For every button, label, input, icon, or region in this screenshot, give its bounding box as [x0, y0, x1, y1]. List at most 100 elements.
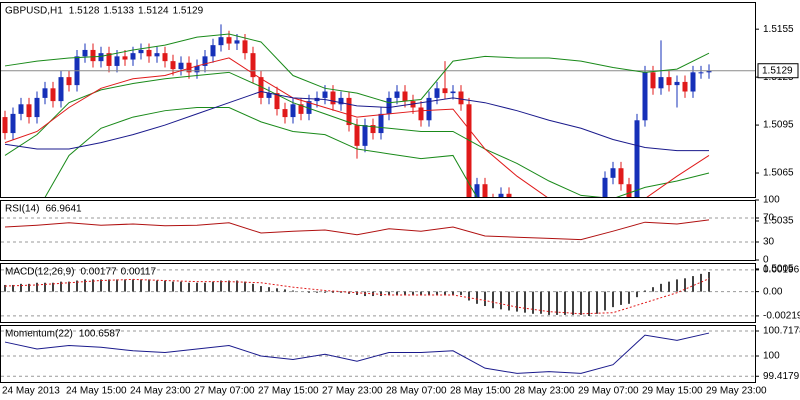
candle-body — [338, 97, 344, 105]
y-tick-label: 70 — [763, 213, 775, 224]
candle-body — [642, 72, 648, 121]
panel-frame — [0, 263, 756, 323]
y-tick-label: 1.5035 — [763, 216, 794, 227]
panel-frame — [0, 200, 756, 261]
candle-body — [242, 40, 248, 54]
candle-body — [98, 53, 104, 62]
x-tick-label: 27 May 15:00 — [258, 386, 319, 397]
x-tick-label: 28 May 23:00 — [514, 386, 575, 397]
panel-title: RSI(14) — [5, 204, 39, 215]
candle-body — [434, 88, 440, 98]
indicator-line — [4, 278, 710, 315]
candle-body — [298, 104, 304, 114]
candle-body — [626, 184, 632, 197]
candle-body — [114, 56, 120, 66]
candle-body — [682, 81, 688, 92]
candle-body — [571, 226, 576, 232]
candle-body — [595, 205, 600, 258]
y-tick-label: 100.7178 — [763, 326, 800, 337]
candle-body — [186, 62, 192, 73]
candle-body — [178, 62, 184, 70]
candle-body — [482, 184, 488, 197]
y-tick-label: 1.5095 — [763, 120, 794, 131]
panel-plot — [1, 24, 755, 258]
x-tick-label: 27 May 07:00 — [194, 386, 255, 397]
x-tick-label: 28 May 07:00 — [386, 386, 447, 397]
candle-body — [202, 56, 208, 66]
x-tick-label: 24 May 23:00 — [130, 386, 191, 397]
panel-plot — [1, 217, 755, 243]
last-price-box — [757, 63, 799, 79]
panel-title: MACD(12,26,9) — [5, 267, 74, 278]
candle-body — [650, 72, 656, 89]
ohlc-value: 1.5128 — [69, 6, 100, 17]
candle-body — [386, 97, 392, 114]
candle-body — [706, 70, 712, 73]
candle-body — [531, 221, 536, 229]
candle-body — [587, 245, 592, 258]
panel-frame — [0, 325, 756, 383]
candle-body — [539, 221, 544, 232]
candle-body — [58, 77, 64, 102]
indicator-line — [4, 33, 710, 104]
y-tick-label: 100 — [763, 351, 780, 362]
indicator-line — [4, 90, 709, 152]
panel-title: Momentum(22) — [5, 329, 73, 340]
candle-body — [450, 91, 456, 94]
candle-body — [346, 97, 352, 126]
y-tick-label: 1.5065 — [763, 168, 794, 179]
candle-body — [370, 125, 376, 134]
x-tick-label: 29 May 23:00 — [706, 386, 767, 397]
y-tick-label: 30 — [763, 237, 775, 248]
indicator-line — [44, 106, 478, 197]
panel-plot — [1, 269, 755, 317]
candle-body — [418, 107, 424, 121]
candle-body — [491, 200, 496, 213]
ohlc-value: 1.5124 — [138, 6, 169, 17]
candle-body — [42, 88, 48, 98]
candle-body — [82, 49, 88, 57]
candle-body — [690, 72, 696, 92]
indicator-line — [4, 57, 710, 197]
indicator-value: 66.9641 — [45, 204, 82, 215]
y-tick-label: 1.5005 — [763, 264, 794, 275]
candle-body — [170, 61, 176, 70]
candle-body — [322, 91, 328, 98]
candle-body — [634, 120, 640, 197]
x-tick-label: 29 May 15:00 — [642, 386, 703, 397]
candle-body — [226, 37, 232, 44]
panel-plot — [1, 330, 755, 377]
candle-body — [138, 49, 144, 54]
candle-body — [466, 104, 472, 197]
x-tick-label: 28 May 15:00 — [450, 386, 511, 397]
candle-body — [354, 125, 360, 146]
macd-value: 0.00177 — [80, 267, 117, 278]
candle-body — [90, 49, 96, 62]
candle-body — [274, 93, 280, 110]
x-tick-label: 29 May 07:00 — [578, 386, 639, 397]
candle-body — [555, 229, 560, 237]
y-tick-label: 1.5155 — [763, 24, 794, 35]
candle-body — [154, 53, 160, 57]
candle-body — [394, 91, 400, 98]
candle-body — [210, 45, 216, 57]
candle-body — [258, 77, 264, 98]
candle-body — [610, 168, 616, 178]
candle-body — [506, 193, 512, 197]
candle-body — [515, 205, 520, 216]
y-tick-label: -0.00219 — [763, 311, 800, 322]
candle-body — [122, 56, 128, 60]
x-tick-label: 27 May 23:00 — [322, 386, 383, 397]
candle-body — [10, 113, 16, 134]
candle-body — [50, 88, 56, 102]
candle-body — [474, 184, 480, 197]
candle-body — [234, 40, 240, 44]
y-tick-label: 100 — [763, 195, 780, 206]
candle-body — [458, 91, 464, 105]
candle-body — [563, 229, 568, 232]
last-price-label: 1.5129 — [762, 65, 793, 76]
candle-body — [18, 104, 24, 114]
candle-body — [330, 91, 336, 105]
candle-body — [250, 53, 256, 78]
